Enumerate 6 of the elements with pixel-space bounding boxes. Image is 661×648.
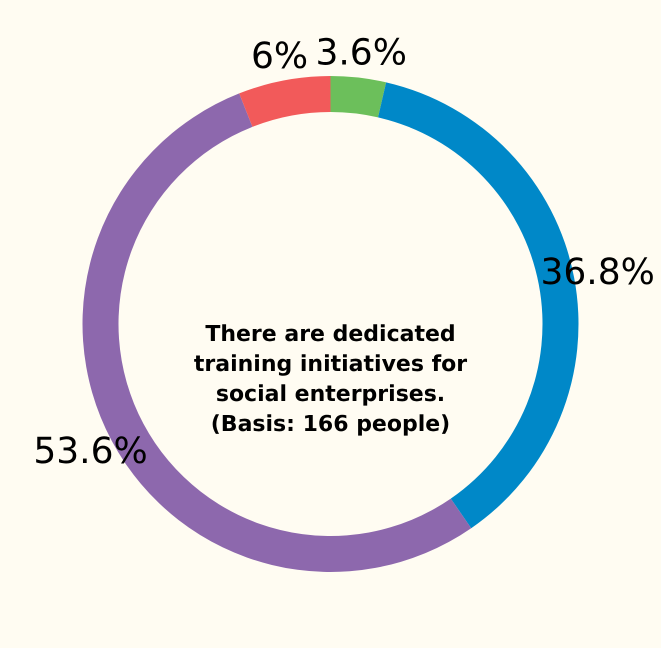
donut-slice [239, 76, 330, 127]
text: There are dedicated training initiatives for social enterprises. [194, 322, 468, 407]
donut-slice [330, 76, 386, 118]
data-label: 6% [250, 36, 308, 77]
data-label: 3.6% [315, 32, 407, 74]
text: (Basis: 166 people) [210, 412, 450, 437]
